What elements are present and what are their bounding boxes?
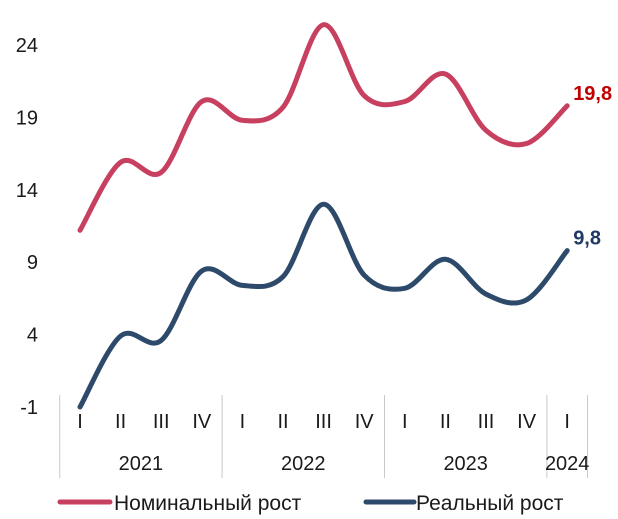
y-tick-label: 19 — [16, 107, 38, 129]
x-tick-label: III — [153, 411, 170, 433]
series-lines — [77, 22, 570, 410]
y-tick-label: -1 — [20, 397, 38, 419]
x-tick-label: I — [564, 411, 570, 433]
end-value-label: 9,8 — [573, 228, 601, 250]
year-label: 2021 — [119, 453, 164, 475]
y-tick-label: 4 — [27, 325, 38, 347]
x-tick-label: IV — [355, 411, 375, 433]
x-tick-label: II — [115, 411, 126, 433]
x-tick-label: III — [315, 411, 332, 433]
year-label: 2022 — [281, 453, 326, 475]
y-axis: 24 19 14 9 4 -1 — [16, 35, 38, 419]
series-line-nominal — [77, 22, 570, 233]
x-tick-label: I — [240, 411, 246, 433]
series-line-real — [77, 201, 570, 410]
legend-label: Номинальный рост — [114, 492, 302, 515]
y-tick-label: 9 — [27, 252, 38, 274]
year-label: 2023 — [443, 453, 488, 475]
x-tick-label: IV — [192, 411, 212, 433]
legend-label: Реальный рост — [416, 492, 564, 515]
end-value-label: 19,8 — [573, 83, 612, 105]
y-tick-label: 14 — [16, 180, 38, 202]
x-tick-label: I — [402, 411, 408, 433]
x-tick-label: II — [277, 411, 288, 433]
x-tick-label: III — [478, 411, 495, 433]
x-tick-label: II — [440, 411, 451, 433]
x-tick-label: I — [77, 411, 83, 433]
end-labels: 19,8 9,8 — [573, 83, 612, 250]
y-tick-label: 24 — [16, 35, 38, 57]
legend: Номинальный рост Реальный рост — [57, 492, 564, 515]
year-label: 2024 — [545, 453, 590, 475]
x-tick-label: IV — [517, 411, 537, 433]
